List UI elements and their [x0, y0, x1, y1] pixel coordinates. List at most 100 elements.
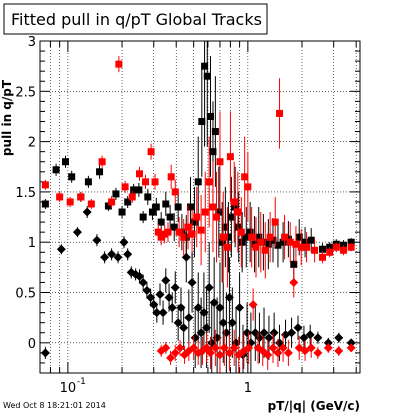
data-point-square	[167, 173, 175, 181]
data-point-square	[257, 238, 265, 246]
data-point-diamond	[119, 237, 129, 247]
y-axis-label: pull in q/pT	[0, 79, 14, 156]
data-point-diamond	[142, 286, 152, 296]
data-point-square	[164, 228, 172, 236]
data-point-square	[303, 243, 311, 251]
data-point-square	[104, 202, 112, 210]
data-point-square	[221, 223, 229, 231]
data-point-diamond	[215, 303, 225, 313]
data-point-square	[188, 230, 196, 238]
x-tick-label: 1	[244, 381, 252, 396]
data-point-diamond	[273, 348, 283, 358]
data-point-square	[201, 208, 209, 216]
data-point-square	[264, 240, 272, 248]
data-point-diamond	[334, 333, 344, 343]
timestamp: Wed Oct 8 18:21:01 2014	[3, 401, 106, 410]
data-point-diamond	[287, 328, 297, 338]
data-point-square	[175, 228, 183, 236]
data-point-square	[252, 243, 260, 251]
data-point-square	[347, 238, 355, 246]
data-point-square	[332, 243, 340, 251]
data-point-square	[96, 168, 104, 176]
data-point-square	[84, 178, 92, 186]
data-point-diamond	[313, 348, 323, 358]
data-point-diamond	[134, 271, 144, 281]
data-point-diamond	[215, 350, 225, 360]
data-point-square	[115, 60, 123, 68]
series-0	[41, 41, 355, 285]
data-point-square	[279, 238, 287, 246]
data-point-square	[174, 203, 182, 211]
y-tick-label: 2.5	[15, 85, 36, 100]
data-point-diamond	[299, 333, 309, 343]
series-1	[41, 56, 355, 288]
data-point-diamond	[113, 252, 123, 262]
data-point-square	[162, 200, 170, 208]
data-point-diamond	[224, 348, 234, 358]
data-point-diamond	[175, 343, 185, 353]
data-point-square	[301, 238, 309, 246]
x-tick-exponent: -1	[77, 377, 86, 387]
data-point-square	[216, 158, 224, 166]
data-point-diamond	[242, 328, 252, 338]
data-point-square	[157, 218, 165, 226]
data-point-square	[180, 233, 188, 241]
data-point-square	[347, 243, 355, 251]
data-point-square	[130, 186, 138, 194]
series-2	[40, 205, 356, 373]
data-point-diamond	[173, 318, 183, 328]
data-point-diamond	[235, 303, 245, 313]
data-point-square	[311, 246, 319, 254]
data-point-diamond	[187, 277, 197, 287]
data-point-square	[266, 233, 274, 241]
data-point-square	[219, 233, 227, 241]
data-point-square	[194, 178, 202, 186]
data-point-square	[261, 246, 269, 254]
y-tick-label: 1.5	[15, 186, 36, 201]
data-point-square	[151, 178, 159, 186]
data-point-diamond	[149, 300, 159, 310]
data-point-diamond	[166, 353, 176, 363]
data-point-diamond	[184, 313, 194, 323]
data-point-square	[147, 148, 155, 156]
data-point-square	[242, 233, 250, 241]
data-point-square	[241, 173, 249, 181]
data-point-square	[271, 218, 279, 226]
data-point-square	[171, 188, 179, 196]
data-point-diamond	[244, 343, 254, 353]
data-point-diamond	[248, 300, 258, 310]
data-point-diamond	[218, 318, 228, 328]
data-point-diamond	[196, 328, 206, 338]
data-point-diamond	[181, 252, 191, 262]
data-point-square	[77, 193, 85, 201]
data-point-square	[237, 228, 245, 236]
data-point-diamond	[123, 249, 133, 259]
y-tick-label: 0.5	[15, 287, 36, 302]
data-point-square	[255, 233, 263, 241]
data-point-diamond	[300, 346, 310, 356]
data-point-square	[135, 170, 143, 178]
data-point-diamond	[164, 293, 174, 303]
data-point-square	[231, 203, 239, 211]
data-point-diamond	[258, 346, 268, 356]
data-point-square	[213, 213, 221, 221]
data-point-square	[152, 203, 160, 211]
data-point-square	[52, 166, 60, 174]
data-point-square	[61, 158, 69, 166]
data-point-square	[307, 236, 315, 244]
data-point-square	[193, 213, 201, 221]
series-3	[156, 267, 356, 373]
y-tick-label: 2	[28, 136, 36, 151]
chart-title: Fitted pull in q/pT Global Tracks	[11, 10, 262, 29]
data-point-square	[139, 213, 147, 221]
data-point-square	[209, 148, 217, 156]
data-point-square	[206, 112, 214, 120]
x-axis-label: pT/|q| (GeV/c)	[268, 399, 360, 413]
data-point-square	[118, 208, 126, 216]
data-point-diamond	[82, 207, 92, 217]
data-point-square	[246, 228, 254, 236]
data-point-diamond	[146, 293, 156, 303]
data-point-square	[238, 238, 246, 246]
data-point-square	[41, 200, 49, 208]
data-point-diamond	[209, 298, 219, 308]
